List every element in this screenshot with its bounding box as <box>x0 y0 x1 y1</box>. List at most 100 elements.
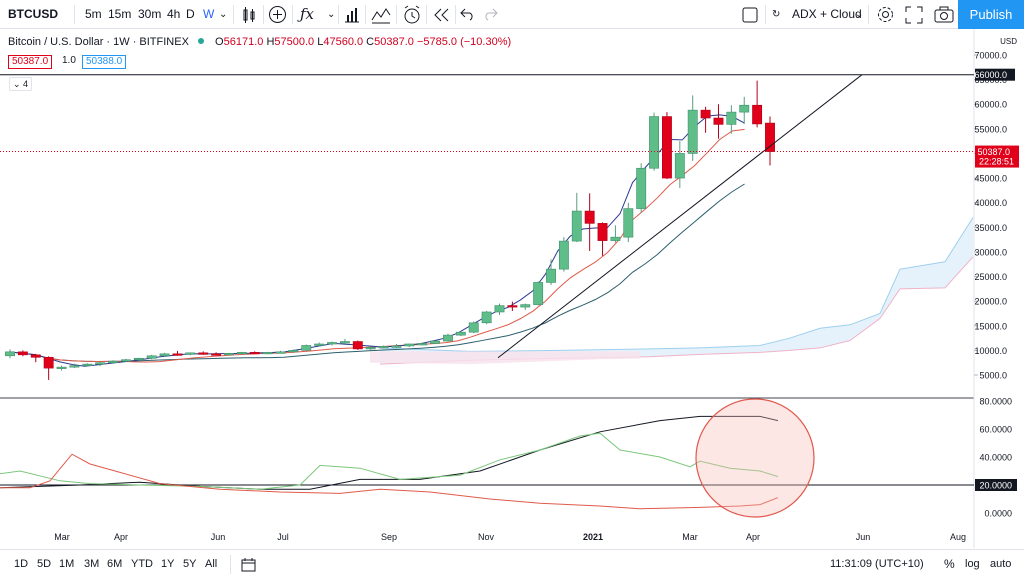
ohlc-low: 47560.0 <box>323 36 363 48</box>
spread-value: 1.0 <box>59 55 79 69</box>
candle-body <box>405 344 414 346</box>
layout-icon[interactable] <box>742 7 758 23</box>
collapse-indicators-button[interactable]: ⌄ 4 <box>9 77 32 91</box>
range-all[interactable]: All <box>205 550 217 579</box>
range-1y[interactable]: 1Y <box>161 550 174 579</box>
candle-body <box>121 360 130 362</box>
countdown-label: 22:28:51 <box>979 157 1014 167</box>
clock[interactable]: 11:31:09 (UTC+10) <box>830 550 924 579</box>
goto-date-icon[interactable] <box>241 557 257 572</box>
candle-body <box>443 335 452 341</box>
publish-button[interactable]: Publish <box>958 0 1024 29</box>
grid <box>0 29 974 548</box>
candle-body <box>108 361 117 363</box>
level-label: 20.0000 <box>979 481 1012 491</box>
candle-body <box>585 211 594 223</box>
bid-badge[interactable]: 50387.0 <box>8 55 52 69</box>
indicator-tick-label: 80.0000 <box>979 397 1012 407</box>
price-tick-label: 60000.0 <box>974 100 1007 110</box>
candle-body <box>224 353 233 355</box>
range-6m[interactable]: 6M <box>107 550 122 579</box>
trend-line <box>498 75 862 358</box>
candle-body <box>418 343 427 345</box>
symbol-search[interactable]: BTCUSD <box>8 0 58 29</box>
price-tick-label: 70000.0 <box>974 51 1007 61</box>
chevron-down-icon[interactable]: ⌄ <box>219 0 227 29</box>
templates-icon[interactable] <box>371 6 391 24</box>
redo-icon[interactable] <box>482 7 498 21</box>
price-tick-label: 50000.0 <box>974 149 1007 159</box>
adx-line <box>0 416 778 489</box>
time-tick-label: 2021 <box>583 532 603 542</box>
price-tick-label: 65000.0 <box>974 75 1007 85</box>
interval-4h[interactable]: 4h <box>167 0 180 29</box>
highlight-circle <box>696 399 814 517</box>
ask-badge[interactable]: 50388.0 <box>82 55 126 69</box>
price-tick-label: 40000.0 <box>974 198 1007 208</box>
range-5d[interactable]: 5D <box>37 550 51 579</box>
price-axis: 70000.0 65000.0 60000.0 55000.0 50000.0 45000… <box>54 37 1019 542</box>
price-tick-label: 20000.0 <box>974 297 1007 307</box>
ohlc-open: 56171.0 <box>224 36 264 48</box>
indicator-tick-label: 40.0000 <box>979 453 1012 463</box>
price-tick-label: 45000.0 <box>974 174 1007 184</box>
chevron-down-icon[interactable]: ⌄ <box>327 0 335 29</box>
replay-icon[interactable] <box>432 7 450 23</box>
interval-w[interactable]: W <box>203 0 214 29</box>
collapsed-indicator-count: 4 <box>23 79 28 89</box>
interval-5m[interactable]: 5m <box>85 0 102 29</box>
price-tick-label: 55000.0 <box>974 124 1007 134</box>
interval-d[interactable]: D <box>186 0 195 29</box>
undo-icon[interactable]: ↻ <box>772 0 780 29</box>
alert-icon[interactable] <box>402 5 422 25</box>
range-1m[interactable]: 1M <box>59 550 74 579</box>
candle-body <box>340 342 349 344</box>
range-1d[interactable]: 1D <box>14 550 28 579</box>
adx-pane <box>0 399 974 517</box>
candle-body <box>546 269 555 282</box>
drawings <box>0 75 974 358</box>
candle-body <box>765 123 774 151</box>
ohlc-high: 57500.0 <box>274 36 314 48</box>
percent-toggle[interactable]: % <box>944 550 955 579</box>
candles-icon[interactable] <box>240 6 258 24</box>
compare-add-icon[interactable] <box>268 5 287 24</box>
currency-label: USD <box>1000 37 1017 46</box>
camera-icon[interactable] <box>934 6 954 24</box>
log-toggle[interactable]: log <box>965 550 980 579</box>
candle-body <box>276 352 285 354</box>
divider <box>426 5 427 24</box>
divider <box>233 5 234 24</box>
divider <box>263 5 264 24</box>
time-tick-label: Sep <box>381 532 397 542</box>
candle-body <box>456 332 465 335</box>
candle-body <box>5 352 14 356</box>
financials-icon[interactable] <box>343 6 361 24</box>
ohlc-close-key: C <box>366 36 374 48</box>
indicators-template[interactable]: ADX + Cloud <box>792 0 862 29</box>
range-3m[interactable]: 3M <box>84 550 99 579</box>
range-5y[interactable]: 5Y <box>183 550 196 579</box>
candle-body <box>70 366 79 368</box>
fullscreen-icon[interactable] <box>905 6 923 24</box>
last-price-badge <box>975 146 1019 168</box>
candle-body <box>173 354 182 356</box>
indicators-icon[interactable]: ƒx <box>300 0 314 29</box>
moving-averages <box>10 115 745 366</box>
chevron-down-icon[interactable]: ⌄ <box>855 0 863 29</box>
cloud-fill <box>380 217 973 364</box>
gear-icon[interactable] <box>876 5 895 24</box>
candle-body <box>740 105 749 112</box>
candle-body <box>611 237 620 240</box>
candle-body <box>649 117 658 169</box>
undo-icon[interactable] <box>460 7 476 21</box>
interval-15m[interactable]: 15m <box>108 0 131 29</box>
price-tick-label: 25000.0 <box>974 272 1007 282</box>
auto-toggle[interactable]: auto <box>990 550 1011 579</box>
candle-body <box>237 352 246 354</box>
range-ytd[interactable]: YTD <box>131 550 153 579</box>
candle-body <box>263 352 272 354</box>
interval-30m[interactable]: 30m <box>138 0 161 29</box>
candle-body <box>134 358 143 360</box>
